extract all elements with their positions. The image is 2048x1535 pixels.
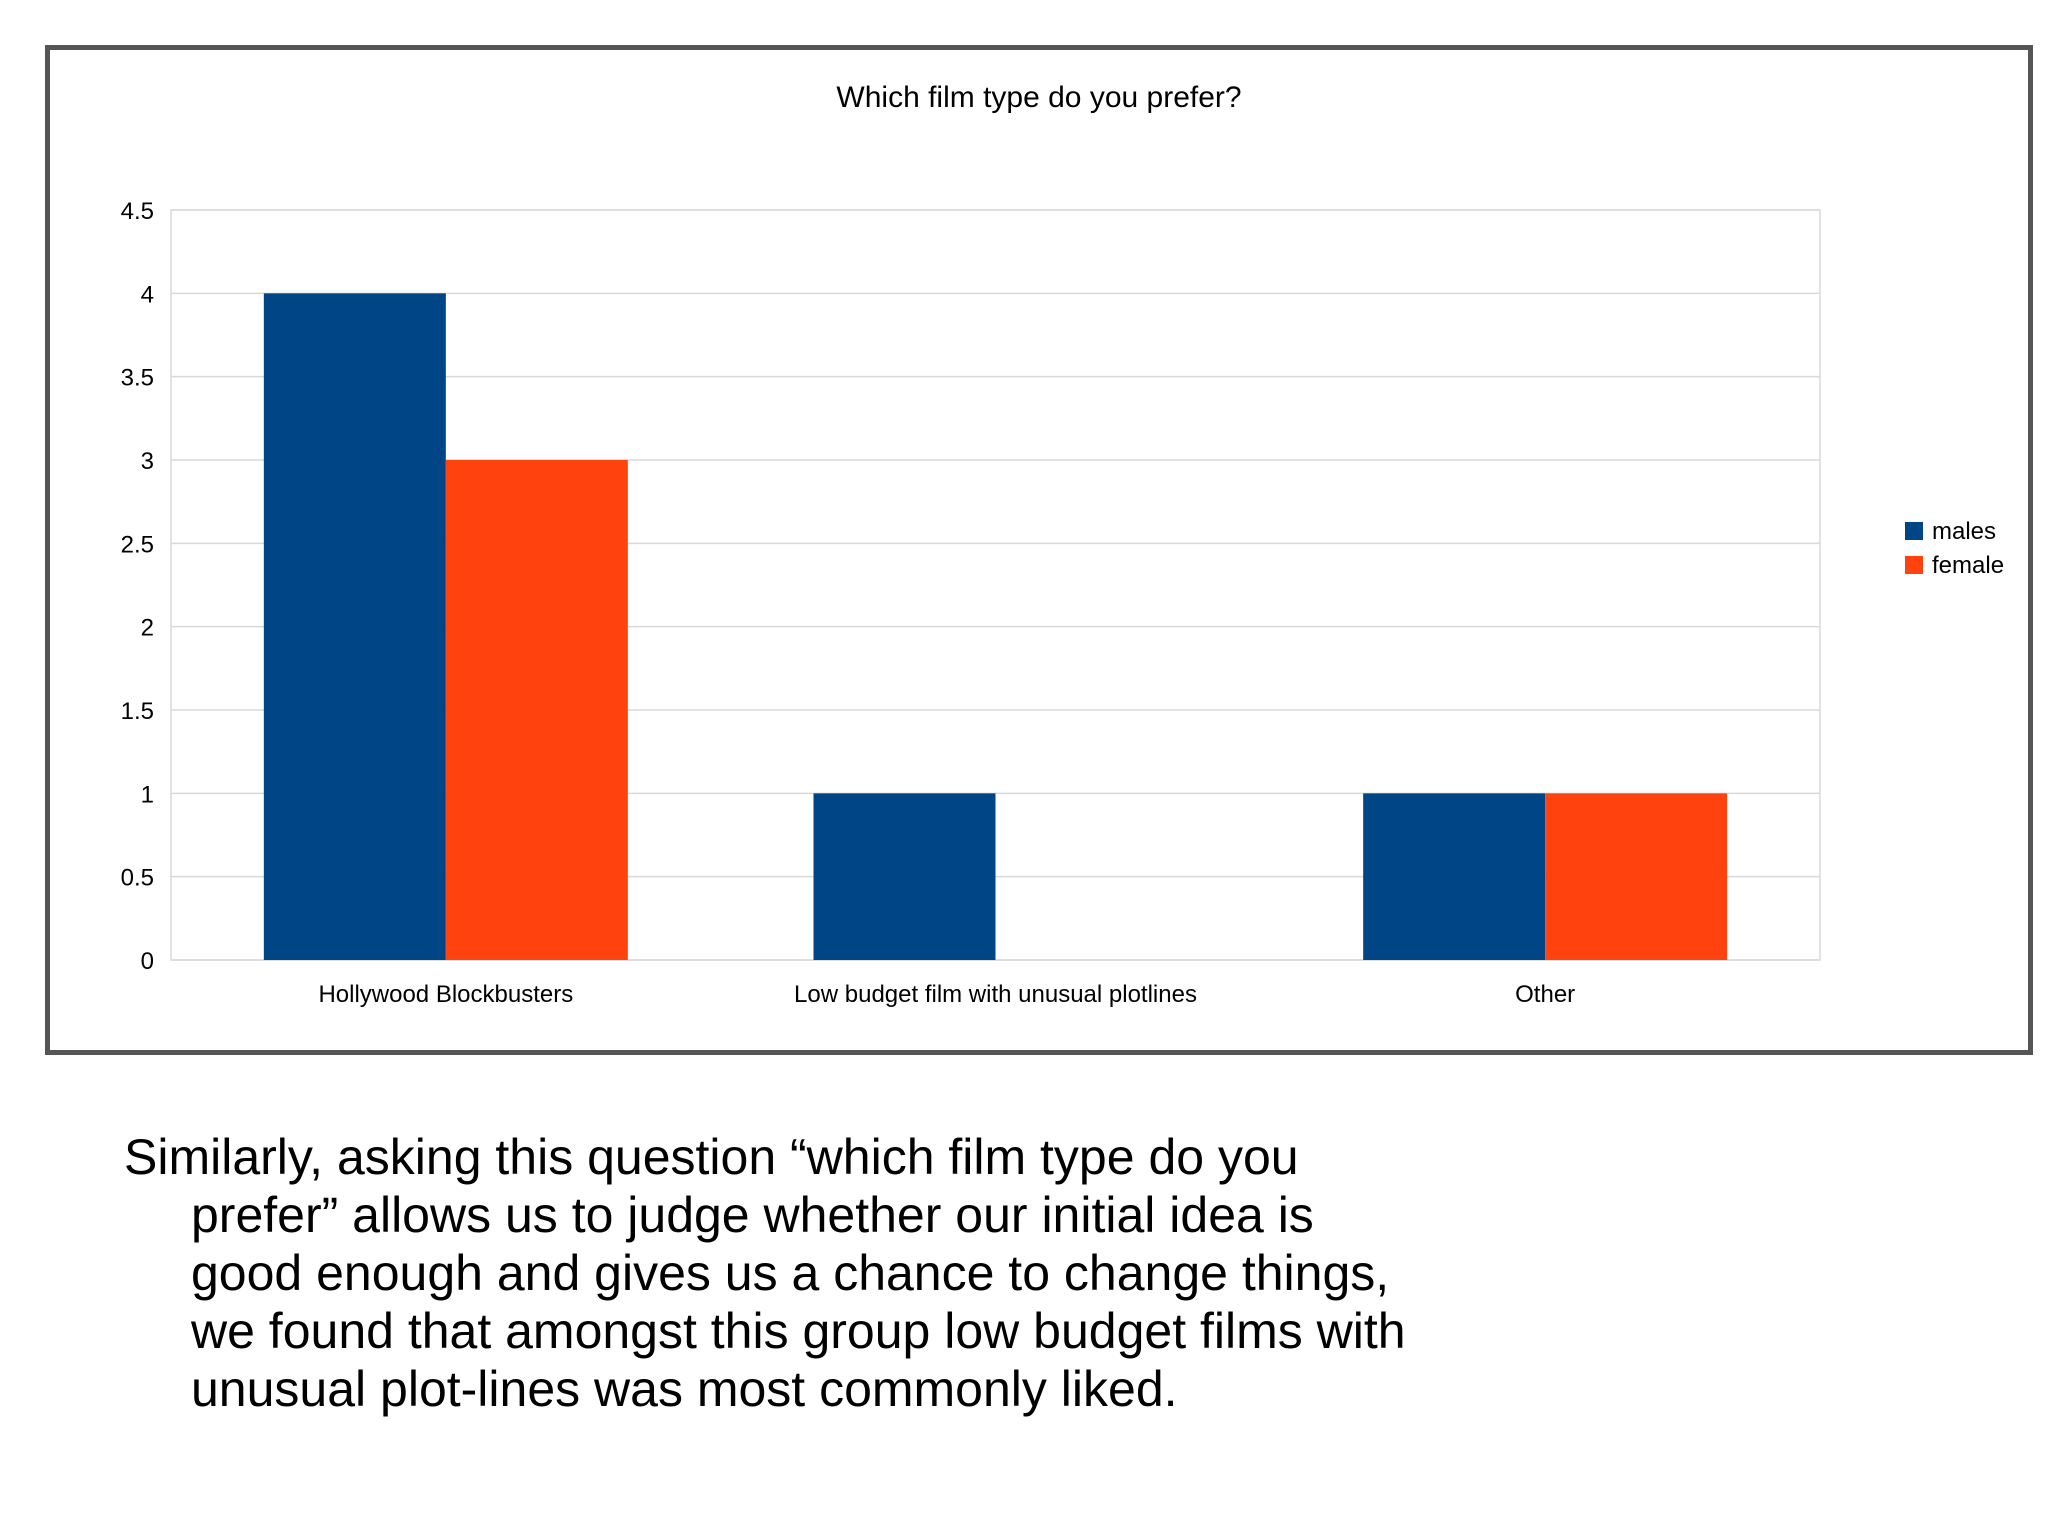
chart-frame: Which film type do you prefer? 0 0.5 1 1.5 2… — [45, 45, 2033, 1055]
x-tick-label: Hollywood Blockbusters — [318, 981, 573, 1008]
y-tick-label: 4.5 — [121, 198, 154, 225]
bar-female-0 — [445, 460, 628, 960]
chart-title: Which film type do you prefer? — [836, 81, 1241, 114]
x-axis-labels: Hollywood Blockbusters Low budget film wi… — [318, 981, 1575, 1008]
y-tick-label: 3.5 — [121, 365, 154, 392]
caption-text: Similarly, asking this question “which f… — [124, 1129, 1406, 1417]
legend-label-female: female — [1932, 552, 2004, 579]
bar-female-2 — [1545, 793, 1728, 960]
x-tick-label: Low budget film with unusual plotlines — [794, 981, 1197, 1008]
legend: males female — [1905, 518, 2004, 579]
y-axis-ticks: 0 0.5 1 1.5 2 2.5 3 3.5 4 4.5 — [121, 198, 154, 975]
bar-chart: Which film type do you prefer? 0 0.5 1 1.5 2… — [121, 81, 2004, 1008]
legend-label-males: males — [1932, 518, 1996, 545]
y-tick-label: 1 — [141, 781, 154, 808]
y-tick-label: 4 — [141, 281, 154, 308]
bar-males-0 — [263, 293, 446, 960]
x-tick-label: Other — [1515, 981, 1575, 1008]
bar-males-1 — [813, 793, 996, 960]
bar-males-2 — [1363, 793, 1546, 960]
y-tick-label: 2.5 — [121, 531, 154, 558]
y-tick-label: 1.5 — [121, 698, 154, 725]
bars — [263, 293, 1728, 960]
legend-swatch-males — [1905, 522, 1923, 540]
y-tick-label: 0 — [141, 948, 154, 975]
legend-swatch-female — [1905, 556, 1923, 574]
y-tick-label: 0.5 — [121, 865, 154, 892]
y-tick-label: 3 — [141, 448, 154, 475]
y-tick-label: 2 — [141, 615, 154, 642]
